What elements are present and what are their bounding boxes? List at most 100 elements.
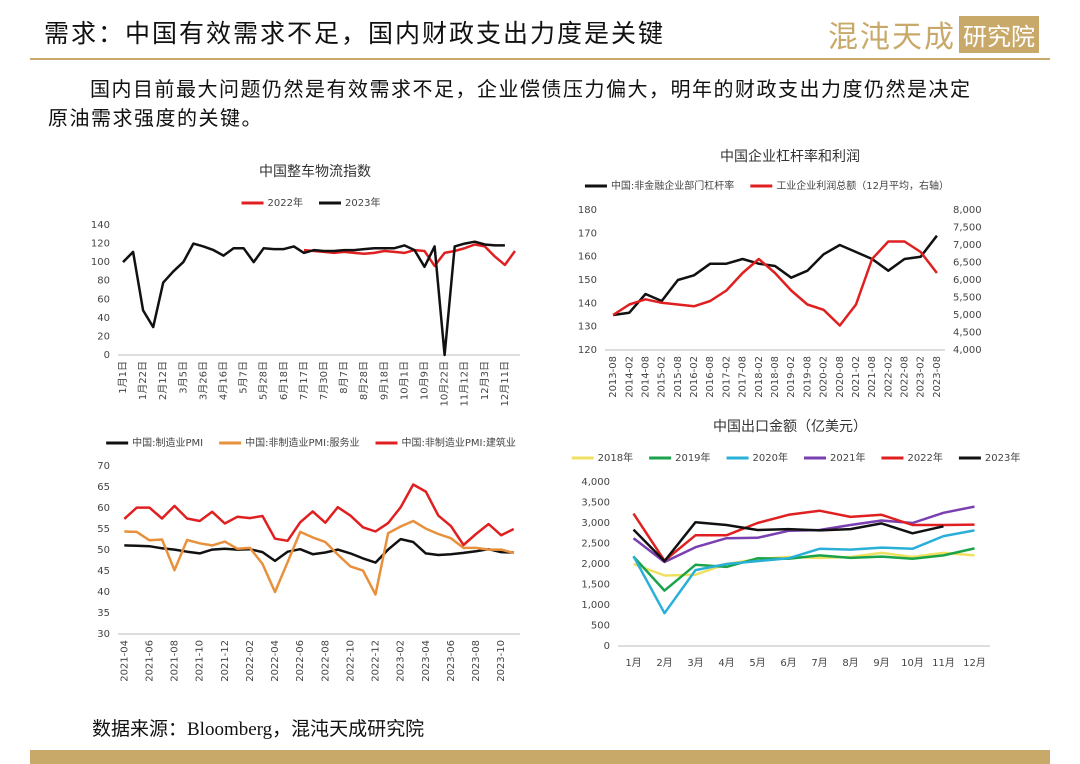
legend-label: 中国:制造业PMI: [132, 436, 203, 449]
chart-title: 中国出口金额（亿美元）: [713, 419, 867, 435]
x-tick-label: 2015-02: [657, 356, 668, 398]
y-tick-label: 140: [91, 220, 110, 231]
x-tick-label: 2014-02: [624, 356, 635, 398]
paragraph-line: 国内目前最大问题仍然是有效需求不足，企业偿债压力偏大，明年的财政支出力度仍然是决…: [90, 79, 972, 101]
x-tick-label: 7月17日: [298, 361, 310, 400]
x-tick-label: 2017-02: [721, 356, 732, 398]
x-tick-label: 9月18日: [378, 361, 390, 400]
x-tick-label: 11月: [932, 657, 955, 669]
x-tick-label: 2021-04: [119, 640, 130, 682]
y-tick-label: 65: [97, 482, 110, 493]
footer-bar: [30, 750, 1050, 764]
x-tick-label: 2022-02: [245, 640, 256, 682]
y-tick-label: 180: [578, 205, 597, 216]
y-tick-label: 60: [97, 503, 110, 514]
x-tick-label: 3月5日: [177, 361, 189, 394]
x-tick-label: 2023-06: [446, 640, 457, 682]
x-tick-label: 2021-12: [220, 640, 231, 682]
y-tick-label: 140: [578, 298, 597, 309]
logo: 混沌天成 研究院: [828, 12, 1039, 56]
series-line: [632, 529, 975, 615]
x-tick-label: 8月7日: [338, 361, 350, 394]
x-tick-label: 2022-10: [345, 640, 356, 682]
page-title: 需求：中国有效需求不足，国内财政支出力度是关键: [44, 21, 666, 48]
x-tick-label: 2017-08: [738, 356, 749, 398]
x-tick-label: 2015-08: [673, 356, 684, 398]
x-tick-label: 2014-08: [640, 356, 651, 398]
y-tick-label: 70: [97, 461, 110, 472]
y2-tick-label: 5,500: [953, 293, 982, 304]
y-tick-label: 20: [97, 331, 110, 342]
y-tick-label: 3,000: [581, 518, 610, 529]
series-line: [632, 509, 975, 562]
y-tick-label: 120: [578, 345, 597, 356]
x-tick-label: 10月22日: [439, 361, 451, 406]
legend-label: 2022年: [907, 451, 942, 464]
x-tick-label: 2021-02: [851, 356, 862, 398]
x-tick-label: 1月22日: [137, 361, 149, 400]
chart-title: 中国企业杠杆率和利润: [720, 148, 860, 165]
y-tick-label: 120: [91, 239, 110, 250]
x-tick-label: 8月: [842, 657, 858, 669]
series-line: [122, 240, 505, 357]
x-tick-label: 2021-08: [867, 356, 878, 398]
x-tick-label: 3月: [687, 657, 703, 669]
x-tick-label: 7月: [811, 657, 827, 669]
source-note: 数据来源：Bloomberg，混沌天成研究院: [92, 719, 425, 740]
x-tick-label: 10月: [901, 657, 924, 669]
x-tick-label: 2022-12: [371, 640, 382, 682]
y2-tick-label: 6,500: [953, 258, 982, 269]
y-tick-label: 1,000: [581, 600, 610, 611]
y-tick-label: 130: [578, 322, 597, 333]
x-tick-label: 2020-02: [819, 356, 830, 398]
legend-label: 2023年: [345, 196, 380, 209]
paragraph-line: 原油需求强度的关键。: [48, 108, 263, 130]
x-tick-label: 1月: [625, 657, 641, 669]
x-tick-label: 10月9日: [419, 361, 431, 400]
y-tick-label: 4,000: [581, 477, 610, 488]
header-rule: [30, 58, 1050, 60]
y-tick-label: 2,000: [581, 559, 610, 570]
logo-unit: 研究院: [959, 15, 1039, 53]
x-tick-label: 2016-08: [705, 356, 716, 398]
legend-label: 工业企业利润总额（12月平均，右轴）: [776, 179, 949, 192]
y2-tick-label: 6,000: [953, 275, 982, 286]
y-tick-label: 1,500: [581, 580, 610, 591]
x-tick-label: 2021-06: [144, 640, 155, 682]
paragraph: 国内目前最大问题仍然是有效需求不足，企业偿债压力偏大，明年的财政支出力度仍然是决…: [48, 76, 972, 134]
chart-title: 中国整车物流指数: [259, 163, 371, 180]
series-line: [632, 520, 944, 563]
x-tick-label: 1月1日: [117, 361, 129, 394]
x-tick-label: 2022-08: [320, 640, 331, 682]
x-tick-label: 2022-02: [883, 356, 894, 398]
y-tick-label: 35: [97, 608, 110, 619]
x-tick-label: 2022-06: [295, 640, 306, 682]
x-tick-label: 10月1日: [398, 361, 410, 400]
y-tick-label: 45: [97, 566, 110, 577]
y2-tick-label: 7,500: [953, 223, 982, 234]
series-line: [632, 547, 975, 592]
x-tick-label: 9月: [873, 657, 889, 669]
x-tick-label: 2019-08: [802, 356, 813, 398]
x-tick-label: 2023-02: [396, 640, 407, 682]
y-tick-label: 0: [604, 641, 610, 652]
x-tick-label: 4月16日: [218, 361, 230, 400]
x-tick-label: 2020-08: [835, 356, 846, 398]
x-tick-label: 6月: [780, 657, 796, 669]
y2-tick-label: 4,000: [953, 345, 982, 356]
series-line: [303, 243, 517, 268]
x-tick-label: 2023-10: [496, 640, 507, 682]
x-tick-label: 2013-08: [608, 356, 619, 398]
y-tick-label: 0: [104, 350, 110, 361]
x-tick-label: 12月11日: [499, 361, 511, 406]
series-line: [612, 240, 938, 327]
series-line: [124, 537, 514, 564]
y2-tick-label: 7,000: [953, 240, 982, 251]
y-tick-label: 30: [97, 629, 110, 640]
x-tick-label: 2018-08: [770, 356, 781, 398]
y-tick-label: 2,500: [581, 539, 610, 550]
x-tick-label: 3月26日: [197, 361, 209, 400]
x-tick-label: 2021-10: [195, 640, 206, 682]
